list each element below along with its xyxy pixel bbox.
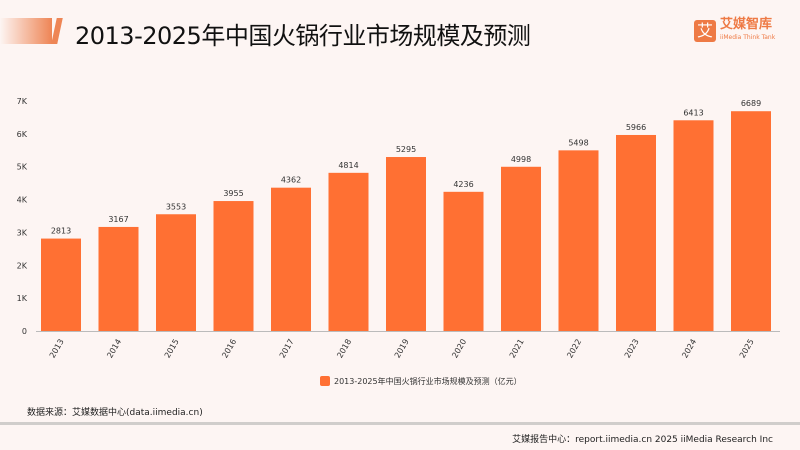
x-tick-label: 2013 <box>48 338 66 360</box>
bar-2018 <box>328 172 369 331</box>
x-tick-label: 2020 <box>450 338 468 360</box>
data-label: 6413 <box>683 108 703 117</box>
data-label: 4998 <box>511 155 531 164</box>
y-tick-label: 1K <box>17 294 28 303</box>
x-tick-label: 2022 <box>565 338 583 360</box>
bar-2016 <box>213 201 254 331</box>
footer: 艾媒报告中心：report.iimedia.cn 2025 iiMedia Re… <box>512 435 773 445</box>
data-label: 2813 <box>51 227 71 236</box>
x-tick-label: 2024 <box>680 338 698 360</box>
source-note: 数据来源：艾媒数据中心(data.iimedia.cn) <box>27 408 203 418</box>
logo-sub: iiMedia Think Tank <box>720 34 776 41</box>
divider <box>0 422 800 425</box>
bar-2015 <box>156 214 196 331</box>
x-tick-label: 2023 <box>623 338 641 360</box>
data-label: 3955 <box>223 189 243 198</box>
bar-2013 <box>41 238 81 331</box>
y-tick-label: 6K <box>17 130 28 139</box>
bar-2020 <box>443 191 484 331</box>
y-tick-label: 7K <box>17 97 28 106</box>
bar-2019 <box>386 157 426 331</box>
bar-2025 <box>731 111 771 332</box>
data-label: 4814 <box>338 161 358 170</box>
title-accent <box>0 18 52 44</box>
y-tick-label: 5K <box>17 163 28 172</box>
x-tick-label: 2021 <box>508 338 526 360</box>
x-tick-label: 2017 <box>278 338 296 360</box>
bar-2014 <box>98 226 139 331</box>
y-tick-label: 0 <box>22 327 27 336</box>
y-tick-label: 3K <box>17 228 28 237</box>
data-label: 5966 <box>626 123 646 132</box>
page-title: 2013-2025年中国火锅行业市场规模及预测 <box>75 22 531 50</box>
y-tick-label: 2K <box>17 261 28 270</box>
bar-2021 <box>501 166 541 331</box>
x-tick-label: 2014 <box>105 338 123 360</box>
x-tick-label: 2015 <box>163 338 181 360</box>
x-tick-label: 2016 <box>220 338 238 360</box>
logo-name: 艾媒智库 <box>720 17 773 32</box>
data-label: 5295 <box>396 145 416 154</box>
legend-label: 2013-2025年中国火锅行业市场规模及预测（亿元） <box>334 376 522 386</box>
y-tick-label: 4K <box>17 196 28 205</box>
bar-2023 <box>616 134 656 331</box>
data-label: 3167 <box>108 215 128 224</box>
bar-chart: 0 1K 2K 3K 4K 5K 6K 7K 2813 2013 3167 2014 3553 2015 3… <box>17 97 780 386</box>
bar-2022 <box>558 150 599 331</box>
logo-mark: 艾 <box>694 20 716 42</box>
data-label: 5498 <box>568 138 588 147</box>
x-tick-label: 2019 <box>393 338 411 360</box>
data-label: 4362 <box>281 176 301 185</box>
data-label: 4236 <box>453 180 473 189</box>
data-label: 6689 <box>741 99 761 108</box>
x-tick-label: 2025 <box>738 338 756 360</box>
legend-swatch <box>320 376 330 386</box>
bar-2024 <box>673 120 714 331</box>
bar-2017 <box>271 187 311 331</box>
logo: 艾 艾媒智库 iiMedia Think Tank <box>694 18 775 44</box>
data-label: 3553 <box>166 202 186 211</box>
x-tick-label: 2018 <box>335 338 353 360</box>
